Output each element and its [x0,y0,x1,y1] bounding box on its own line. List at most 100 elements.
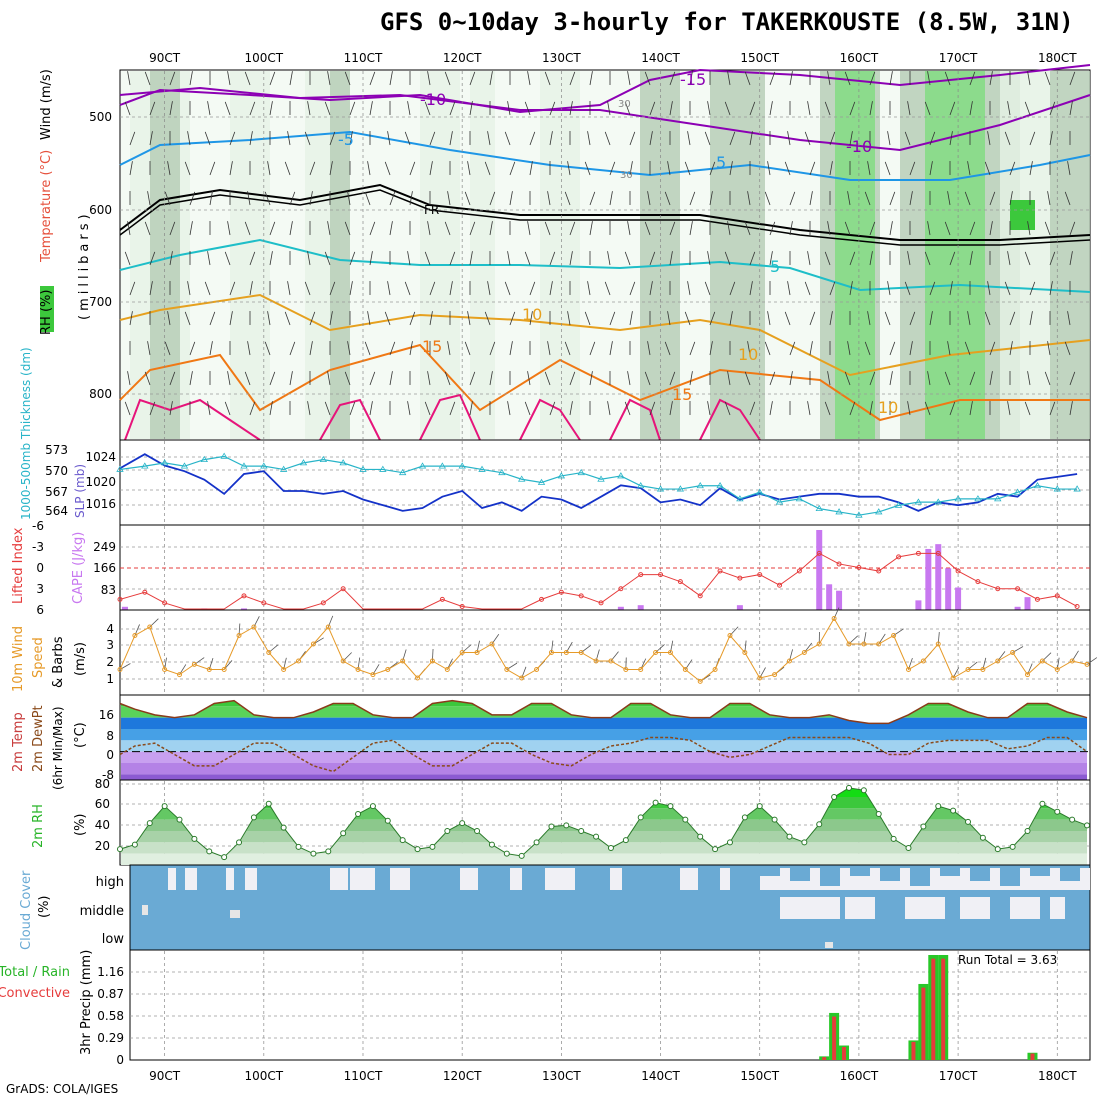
wind-barb [344,371,351,386]
wind-barb [664,341,671,356]
rh2m-point [637,814,644,821]
wind-barb [504,281,511,296]
wind-barb [1049,251,1056,266]
time-tick-bottom: 150CT [740,1069,779,1083]
rh2m-point [117,846,123,853]
wind-barb [644,371,651,386]
wind-barb [369,101,373,116]
slp-tick: 1020 [85,475,116,489]
wind-barb [1007,251,1011,266]
precip-conv-bar [842,1046,847,1060]
temp2m-label: 2m Temp [11,712,26,772]
temp-band [121,729,1088,741]
wind-barb [667,311,671,326]
wind-barb [327,221,331,236]
cloud-gap [825,942,833,948]
li-point [459,603,465,609]
wind-barb [229,161,233,176]
li-point [320,600,326,606]
rh-tick: 40 [95,818,110,832]
wind-barb [287,281,291,296]
wind-barb [549,101,556,116]
wind-barb [184,161,191,176]
wind-barb [1069,401,1073,416]
wind-barb [409,341,413,356]
thickness-point [180,462,189,469]
li-point [816,550,822,556]
wind-barb [369,251,373,266]
wind-speed-point [221,667,227,672]
wind-barb [189,341,196,356]
wind-barb [1067,311,1071,326]
cloud-panel: high middle low Cloud Cover (%) [19,864,1091,951]
wind-barb [947,191,951,206]
wind-barb [689,341,696,356]
pressure-label: (millibars) [77,210,92,320]
li-point [1034,596,1040,602]
wind-barb [1009,341,1013,356]
wind-barb [544,71,551,86]
rh2m-point [875,811,882,817]
wind-barb [284,311,291,326]
time-tick-top: 160CT [840,51,879,65]
wind-barb [809,311,816,326]
wind-barb [884,311,891,326]
wind-speed-point [667,650,673,655]
li-point [539,596,545,602]
wind-barb [944,221,951,236]
wind-barb [524,401,531,416]
wind-barb [927,221,931,236]
wind-barb [749,401,756,416]
wind-barb [749,101,756,116]
wind-barb [769,71,776,86]
wind-barb [1064,191,1071,206]
wind-barb [1029,161,1033,176]
rh2m-point [756,803,763,810]
wind-barb [249,251,256,266]
wind-barb [984,161,991,176]
wind-speed-point [266,650,272,655]
thickness-point [875,508,883,515]
li-point [697,593,703,599]
wind-barb [404,131,411,146]
wind-barb [129,131,136,146]
temp-tick: 0 [106,748,114,762]
wind-speed-point [653,650,659,655]
wind-barb [407,101,411,116]
cape-label: CAPE (J/kg) [71,532,86,604]
wind-barb [884,161,891,176]
wind-barb [829,161,833,176]
rh-shading [925,71,985,439]
wind-barb [807,251,811,266]
wind-barb [169,101,173,116]
wind-barb [807,401,811,416]
wind-barb [849,281,853,296]
wind-speed-point [578,650,584,655]
wind-barb [789,191,796,206]
wind-barb [269,101,273,116]
wind-barb [944,371,951,386]
cape-bar [945,568,952,610]
wind-barb [269,221,276,236]
rh2m-point [161,803,168,810]
wind-barb [1047,341,1051,356]
wind-barb [469,251,473,266]
time-tick-bottom: 120CT [443,1069,482,1083]
li-point [439,596,445,602]
wind-barb [729,131,736,146]
wind-barb [129,161,133,176]
upper-air-panel: 500 600 700 800 -15 -10 -10 -5 5 FR 5 10… [39,64,1091,441]
thickness-slp-panel: 573 570 567 564 1024 1020 1016 1000-500m… [19,347,1091,526]
wind-barb [669,221,676,236]
wind-barb [549,281,553,296]
temperature-contour [419,393,481,441]
wind-barb [544,221,551,236]
rh2m-point [459,820,466,827]
wind-barb [424,101,431,116]
wind-barb [1007,401,1011,416]
wind-speed-point [593,658,599,664]
cape-bar [826,584,833,610]
wind-barb [767,161,771,176]
p-tick-600: 600 [89,203,112,217]
wind-barb [349,101,356,116]
